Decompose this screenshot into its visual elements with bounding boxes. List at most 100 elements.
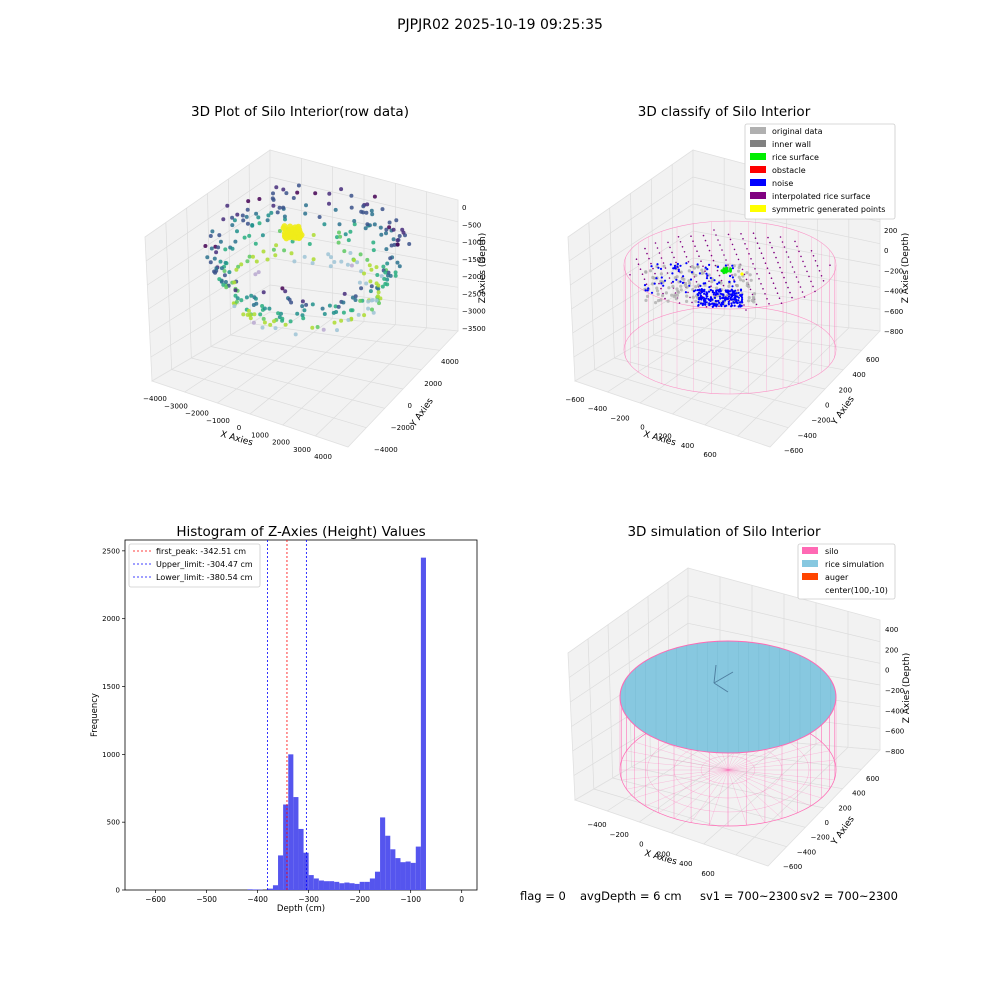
classify-noise-point [660,282,663,285]
raw-data-point [230,246,235,251]
simulation-x-tick: 200 [657,850,670,858]
classify-noise-point [709,288,713,292]
raw-data-point [230,215,235,220]
raw-data-point [227,270,232,275]
simulation-ylabel: Y Axies [829,814,857,847]
raw-data-point [292,259,297,264]
raw-data-point [397,234,402,238]
classify-interpolated-point [635,258,638,261]
classify-interpolated-point [781,241,784,243]
classify-interpolated-point [668,277,671,279]
classify-interpolated-point [785,281,787,284]
classify-noise-point [726,289,730,292]
raw-data-point [260,233,265,238]
classify-original-point [692,266,697,270]
simulation-y-tick: 600 [866,775,879,783]
histogram-bar [359,881,365,890]
flag-status: flag = 0 [520,889,566,903]
classify-noise-point [676,265,679,268]
simulation-legend-swatch [802,573,818,580]
classify-interpolated-point [696,250,698,252]
classify-interpolated-point [660,257,663,259]
raw-data-point [267,306,272,311]
classify-interpolated-point [773,251,775,254]
raw-data-point [302,254,307,259]
classify-interpolated-point [689,296,691,299]
classify-interpolated-point [671,251,673,254]
histogram-x-tick: −200 [349,895,370,904]
raw-data-point [304,203,308,208]
classify-interpolated-point [816,265,819,267]
raw-data-point [315,325,320,329]
raw-data-x-tick: 1000 [251,431,269,439]
classify-noise-point [707,290,711,293]
classify-noise-point [697,301,700,304]
simulation-zlabel: Z Axies (Depth) [902,653,912,724]
classify-noise-point [692,290,696,293]
raw-data-point [257,221,262,226]
classify-x-tick: 400 [681,442,694,450]
classify-interpolated-point [770,277,773,280]
classify-original-point [685,285,689,289]
raw-data-point [236,264,241,269]
classify-interpolated-point [756,273,758,275]
raw-data-point [322,222,327,227]
raw-data-point [246,199,251,204]
simulation-x-tick: 400 [679,860,692,868]
raw-data-point [327,303,332,308]
raw-data-point [349,205,354,210]
classify-original-point [648,269,653,273]
classify-interpolated-point [700,260,702,263]
raw-data-point [300,304,305,309]
classify-noise-point [713,279,716,282]
classify-original-point [737,265,741,270]
sv2-status: sv2 = 700~2300 [800,889,898,903]
classify-interpolated-point [780,302,783,305]
raw-data-point [216,245,221,250]
simulation-legend: silo rice simulation auger center(100,-10) [797,543,896,600]
classify-legend-swatch [750,127,766,134]
raw-data-point [387,225,392,230]
classify-y-tick: 0 [825,402,829,410]
histogram-bar [369,878,375,890]
raw-data-point [338,234,343,239]
raw-data-point [361,210,366,215]
classify-interpolated-point [690,235,692,237]
classify-noise-point [731,285,734,288]
classify-interpolated-point [733,279,735,281]
raw-data-point [345,262,350,267]
classify-legend: original data inner wall rice surface obsta… [744,123,896,220]
raw-data-point [388,256,393,261]
classify-legend-frame [744,123,896,220]
classify-original-point [715,286,719,290]
raw-data-point [307,242,312,246]
classify-noise-point [727,300,730,303]
classify-interpolated-point [741,268,744,271]
histogram-x-tick: 0 [459,895,464,904]
simulation-silo-base-ring [700,755,756,785]
classify-interpolated-point [716,269,719,272]
classify-noise-point [694,289,697,292]
raw-data-point [221,282,226,287]
classify-noise-point [731,264,734,267]
classify-interpolated-point [749,288,752,291]
classify-noise-point [714,299,717,302]
raw-data-point [395,242,400,247]
classify-original-point [680,276,684,281]
raw-data-point [293,332,298,337]
classify-interpolated-point [810,280,812,283]
classify-noise-point [719,297,722,300]
raw-data-point [383,270,388,275]
simulation-z-tick: 0 [885,667,889,675]
classify-interpolated-point [800,255,802,258]
raw-data-point [333,207,338,212]
classify-y-tick: −600 [784,447,803,455]
raw-data-point [245,259,250,264]
raw-data-point [349,193,354,198]
raw-data-point [337,230,341,235]
histogram-bar [267,888,273,890]
classify-noise-point [715,291,718,294]
classify-noise-point [711,289,714,292]
classify-interpolated-point [698,255,700,257]
classify-original-point [737,275,741,279]
